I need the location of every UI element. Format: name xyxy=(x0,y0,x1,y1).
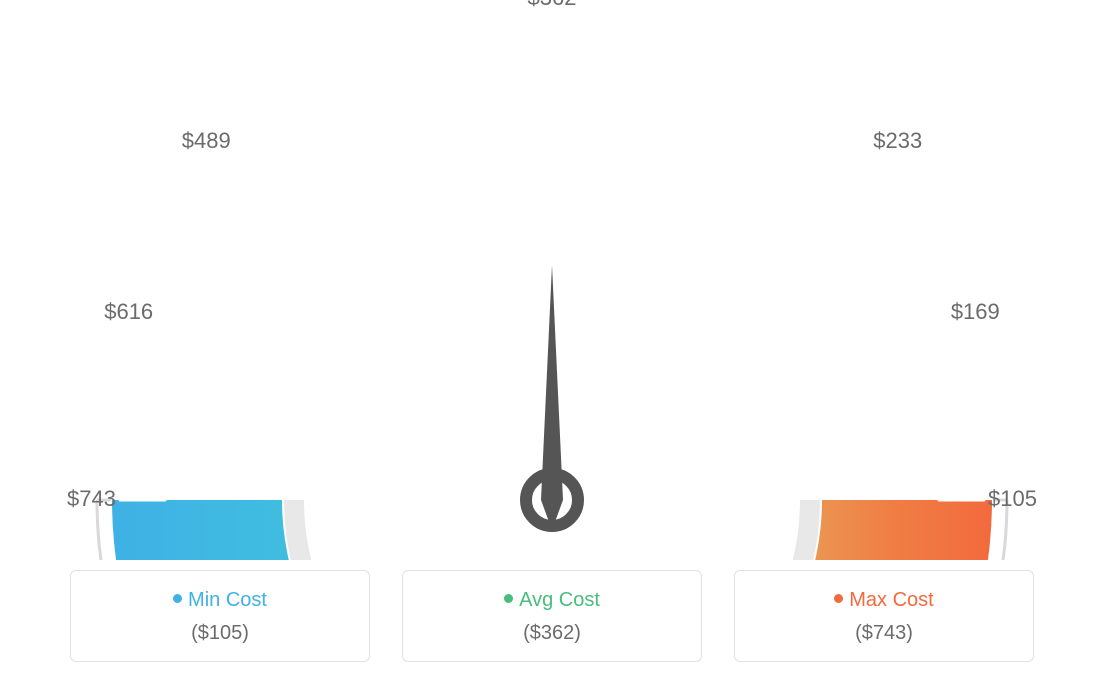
legend-value-min: ($105) xyxy=(81,622,359,645)
legend-value-avg: ($362) xyxy=(413,622,691,645)
legend-row: Min Cost ($105) Avg Cost ($362) Max Cost… xyxy=(0,570,1104,662)
legend-title-avg-text: Avg Cost xyxy=(519,589,600,611)
legend-value-max: ($743) xyxy=(745,622,1023,645)
legend-dot-max xyxy=(834,594,843,603)
legend-card-max: Max Cost ($743) xyxy=(734,570,1034,662)
svg-text:$489: $489 xyxy=(182,128,231,153)
svg-text:$169: $169 xyxy=(951,299,1000,324)
svg-text:$616: $616 xyxy=(104,299,153,324)
legend-title-max: Max Cost xyxy=(745,589,1023,612)
legend-dot-min xyxy=(173,594,182,603)
svg-text:$362: $362 xyxy=(528,0,577,10)
legend-card-avg: Avg Cost ($362) xyxy=(402,570,702,662)
svg-text:$743: $743 xyxy=(67,486,116,511)
legend-dot-avg xyxy=(504,594,513,603)
legend-title-min: Min Cost xyxy=(81,589,359,612)
svg-text:$233: $233 xyxy=(873,128,922,153)
legend-title-avg: Avg Cost xyxy=(413,589,691,612)
gauge-chart: $105 $169 $233 $362 $489 $616 $743 xyxy=(0,0,1104,560)
svg-text:$105: $105 xyxy=(988,486,1037,511)
legend-title-max-text: Max Cost xyxy=(849,589,933,611)
legend-title-min-text: Min Cost xyxy=(188,589,267,611)
legend-card-min: Min Cost ($105) xyxy=(70,570,370,662)
gauge-svg: $105 $169 $233 $362 $489 $616 $743 xyxy=(0,0,1104,560)
